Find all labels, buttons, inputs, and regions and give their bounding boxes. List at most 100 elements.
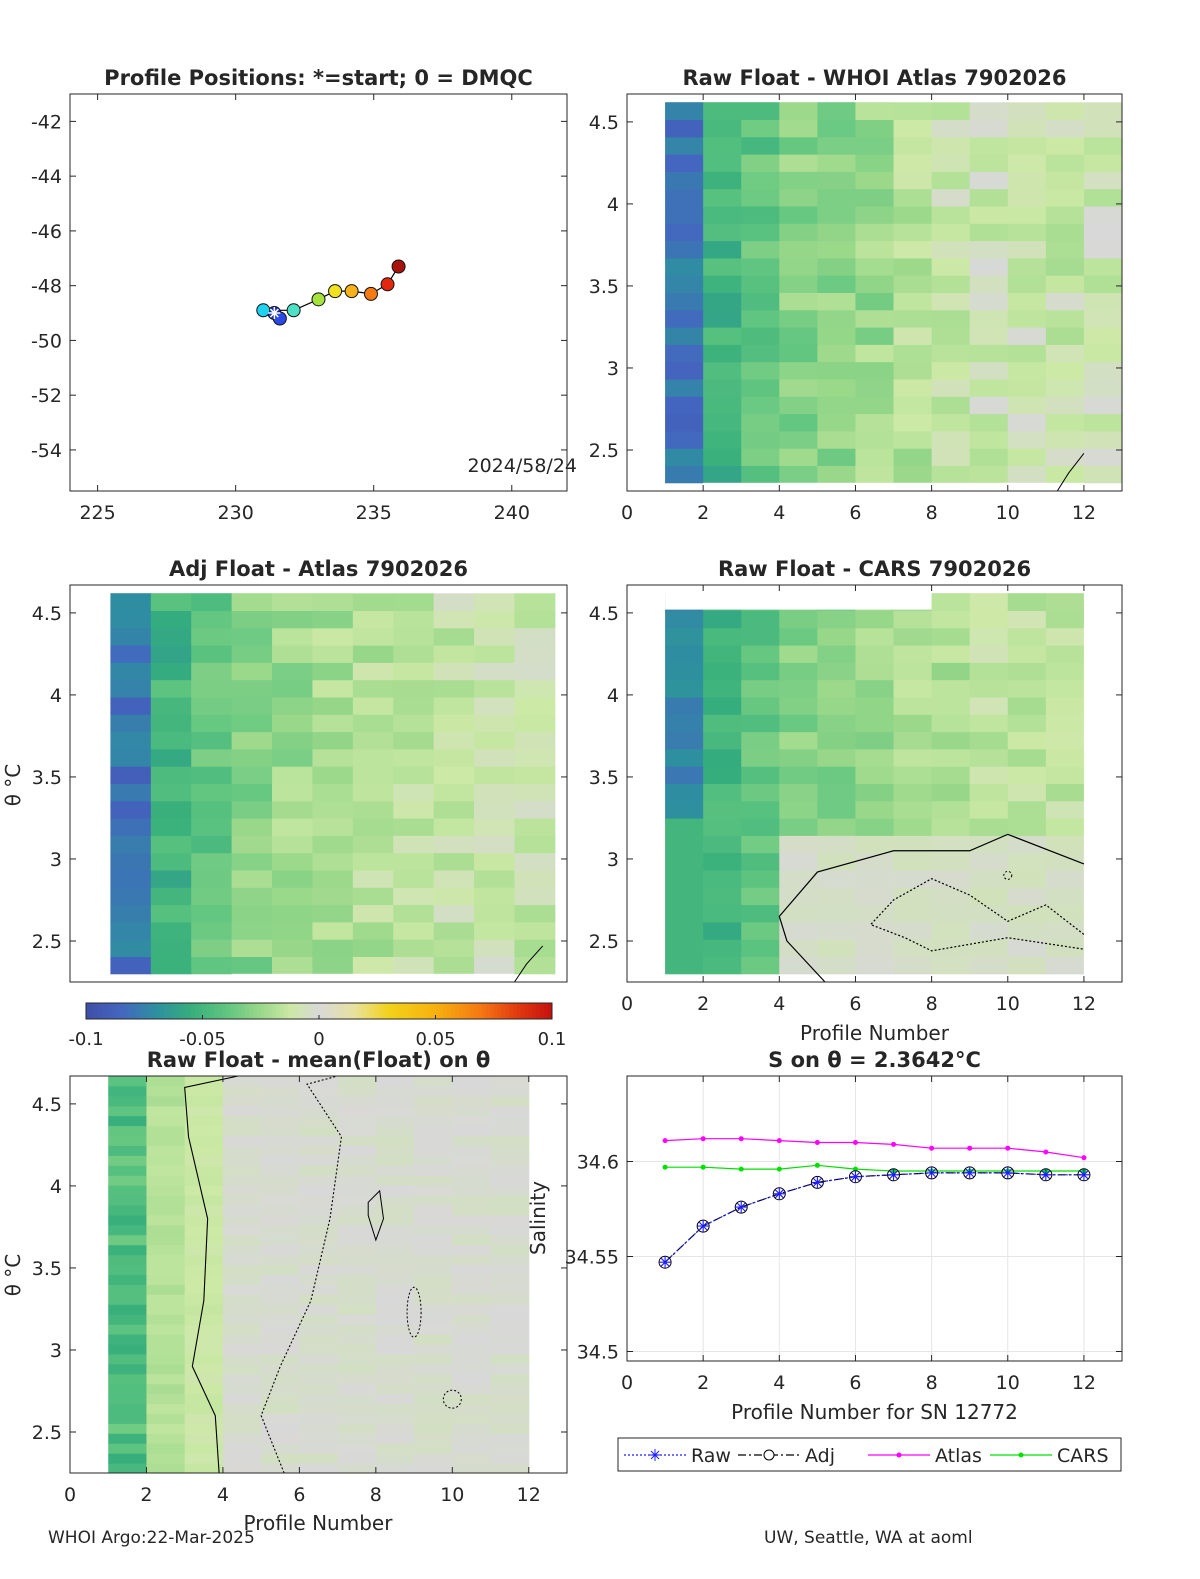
p6-atlas-point [1005, 1145, 1011, 1151]
p3-cell [393, 731, 435, 750]
p5-cell [452, 1304, 492, 1315]
p3-cell [272, 679, 313, 698]
p4-cell [817, 748, 856, 767]
p5-cell [490, 1403, 530, 1414]
colorbar-segment [350, 1003, 355, 1019]
p5-cell [108, 1353, 147, 1365]
p1-profile-point [328, 284, 343, 299]
p5-cell [452, 1135, 492, 1146]
colorbar-segment [148, 1003, 153, 1019]
colorbar-segment [140, 1003, 145, 1019]
p6-atlas-point [891, 1141, 897, 1147]
p4-cell [741, 766, 780, 784]
colorbar-segment [540, 1003, 545, 1019]
colorbar-segment [377, 1003, 382, 1019]
p4-cell [931, 835, 971, 854]
p6-raw-point [811, 1176, 824, 1189]
p5-cell [299, 1135, 339, 1146]
colorbar-segment [408, 1003, 413, 1019]
p5-cell [108, 1095, 147, 1107]
p5-cell [299, 1413, 339, 1424]
colorbar-segment [505, 1003, 510, 1019]
p2-cell [741, 327, 780, 345]
colorbar-segment [454, 1003, 460, 1019]
panel-raw-minus-mean: Raw Float - mean(Float) on θ 0 2 4 6 8 10 12 2.5… [1, 1048, 568, 1535]
p3-cell [231, 662, 273, 681]
p2-cell [969, 171, 1009, 190]
p4-cell [1007, 956, 1047, 975]
p4-cell [665, 835, 704, 854]
p2-cell [893, 378, 933, 397]
p5-cell [261, 1443, 300, 1454]
p4-cell [741, 610, 780, 629]
p2-cell [779, 223, 818, 242]
p2-cell [893, 206, 933, 224]
p3-cell [474, 921, 515, 940]
p5-cell [414, 1145, 453, 1156]
p5-cell [452, 1343, 492, 1355]
p5-cell [414, 1175, 453, 1186]
p3-cell [393, 904, 435, 923]
p3-cell [231, 748, 273, 767]
p4-cell [1045, 887, 1085, 906]
p2-cell [703, 223, 742, 242]
colorbar-tick-label: 0.1 [538, 1029, 567, 1050]
p2-cell [931, 119, 971, 138]
p2-cell [1045, 171, 1085, 190]
p4-cell [779, 748, 818, 767]
p4-cell [779, 731, 818, 750]
p2-cell [817, 396, 856, 415]
p2-cell [703, 257, 742, 276]
p1-annotation: 2024/58/24 [467, 455, 577, 477]
p4-cell [779, 800, 818, 819]
p2-cell [855, 188, 895, 207]
p3-cell [191, 714, 233, 733]
p5-cell [184, 1343, 224, 1355]
p4-cell [1045, 645, 1085, 663]
p3-cell [433, 766, 475, 784]
p3-cell [150, 939, 192, 957]
p3-cell [352, 818, 394, 836]
p5-cell [299, 1095, 339, 1107]
p5-cell [146, 1383, 186, 1395]
p2-cell [1045, 154, 1085, 172]
p3-cell [433, 852, 475, 871]
p5-cell [108, 1185, 147, 1196]
p4-cell [703, 748, 742, 767]
p3-cell [474, 783, 515, 802]
p5-cell [375, 1115, 415, 1127]
p5-cell [299, 1085, 339, 1097]
p2-cell [665, 257, 704, 276]
p4-cell [779, 662, 818, 681]
p4-cell [779, 783, 818, 802]
p4-cell [931, 610, 971, 629]
p2-cell [703, 430, 742, 449]
p3-cell [150, 852, 192, 871]
colorbar-segment [256, 1003, 262, 1019]
p5-cell [222, 1334, 262, 1345]
p2-cell [969, 136, 1009, 155]
p2-cell [665, 361, 704, 380]
p4-gap [1083, 585, 1122, 982]
p3-cell [272, 835, 313, 854]
p5-cell [375, 1264, 415, 1275]
colorbar-segment [86, 1003, 91, 1019]
p3-cell [150, 766, 192, 784]
p4-cell [665, 939, 704, 957]
p2-cell [817, 154, 856, 172]
p4-cell [855, 714, 895, 733]
p3-cell [272, 904, 313, 923]
p1-axes [69, 93, 568, 492]
p5-cell [490, 1353, 530, 1365]
p5-cell [108, 1155, 147, 1166]
p3-cell [433, 731, 475, 750]
p3-cell [393, 593, 435, 612]
colorbar-segment [315, 1003, 320, 1019]
p5-cell [261, 1234, 300, 1246]
p4-cell [817, 818, 856, 836]
p5-cell [108, 1076, 147, 1087]
p4-cell [665, 697, 704, 715]
p3-cell [150, 800, 192, 819]
p4-cell [779, 766, 818, 784]
p5-cell [375, 1423, 415, 1434]
